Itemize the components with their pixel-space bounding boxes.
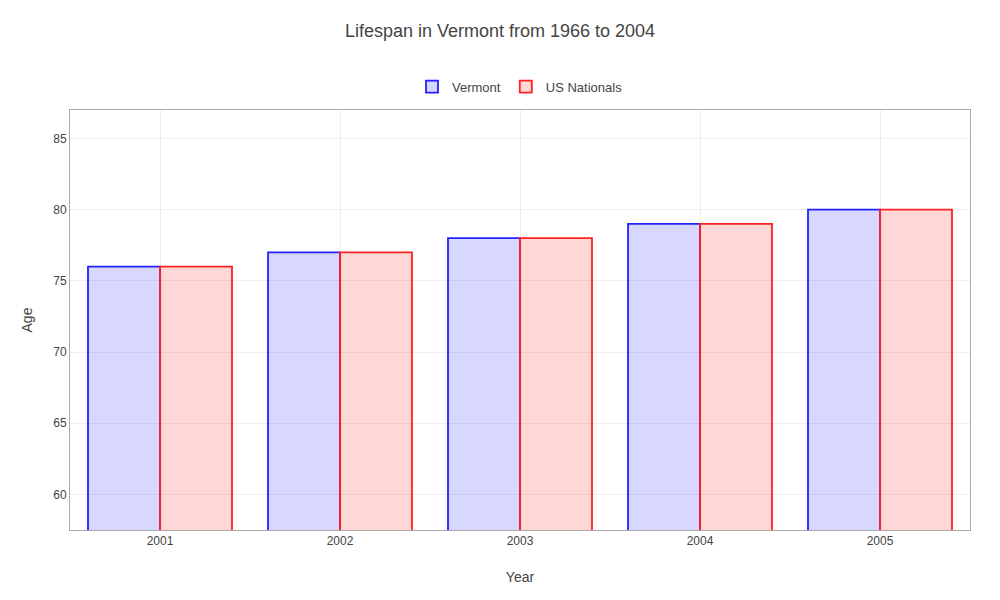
svg-text:80: 80 [53,203,67,217]
svg-text:2002: 2002 [327,534,354,548]
svg-text:US Nationals: US Nationals [546,80,622,95]
svg-text:75: 75 [53,274,67,288]
svg-text:Vermont: Vermont [452,80,501,95]
svg-text:85: 85 [53,132,67,146]
svg-text:60: 60 [53,488,67,502]
svg-text:2001: 2001 [147,534,174,548]
svg-text:70: 70 [53,345,67,359]
svg-text:2003: 2003 [507,534,534,548]
svg-text:Age: Age [19,307,35,332]
svg-text:Lifespan in Vermont from 1966: Lifespan in Vermont from 1966 to 2004 [345,21,655,41]
svg-text:65: 65 [53,416,67,430]
svg-text:2005: 2005 [867,534,894,548]
svg-text:2004: 2004 [687,534,714,548]
svg-text:Year: Year [506,569,535,585]
